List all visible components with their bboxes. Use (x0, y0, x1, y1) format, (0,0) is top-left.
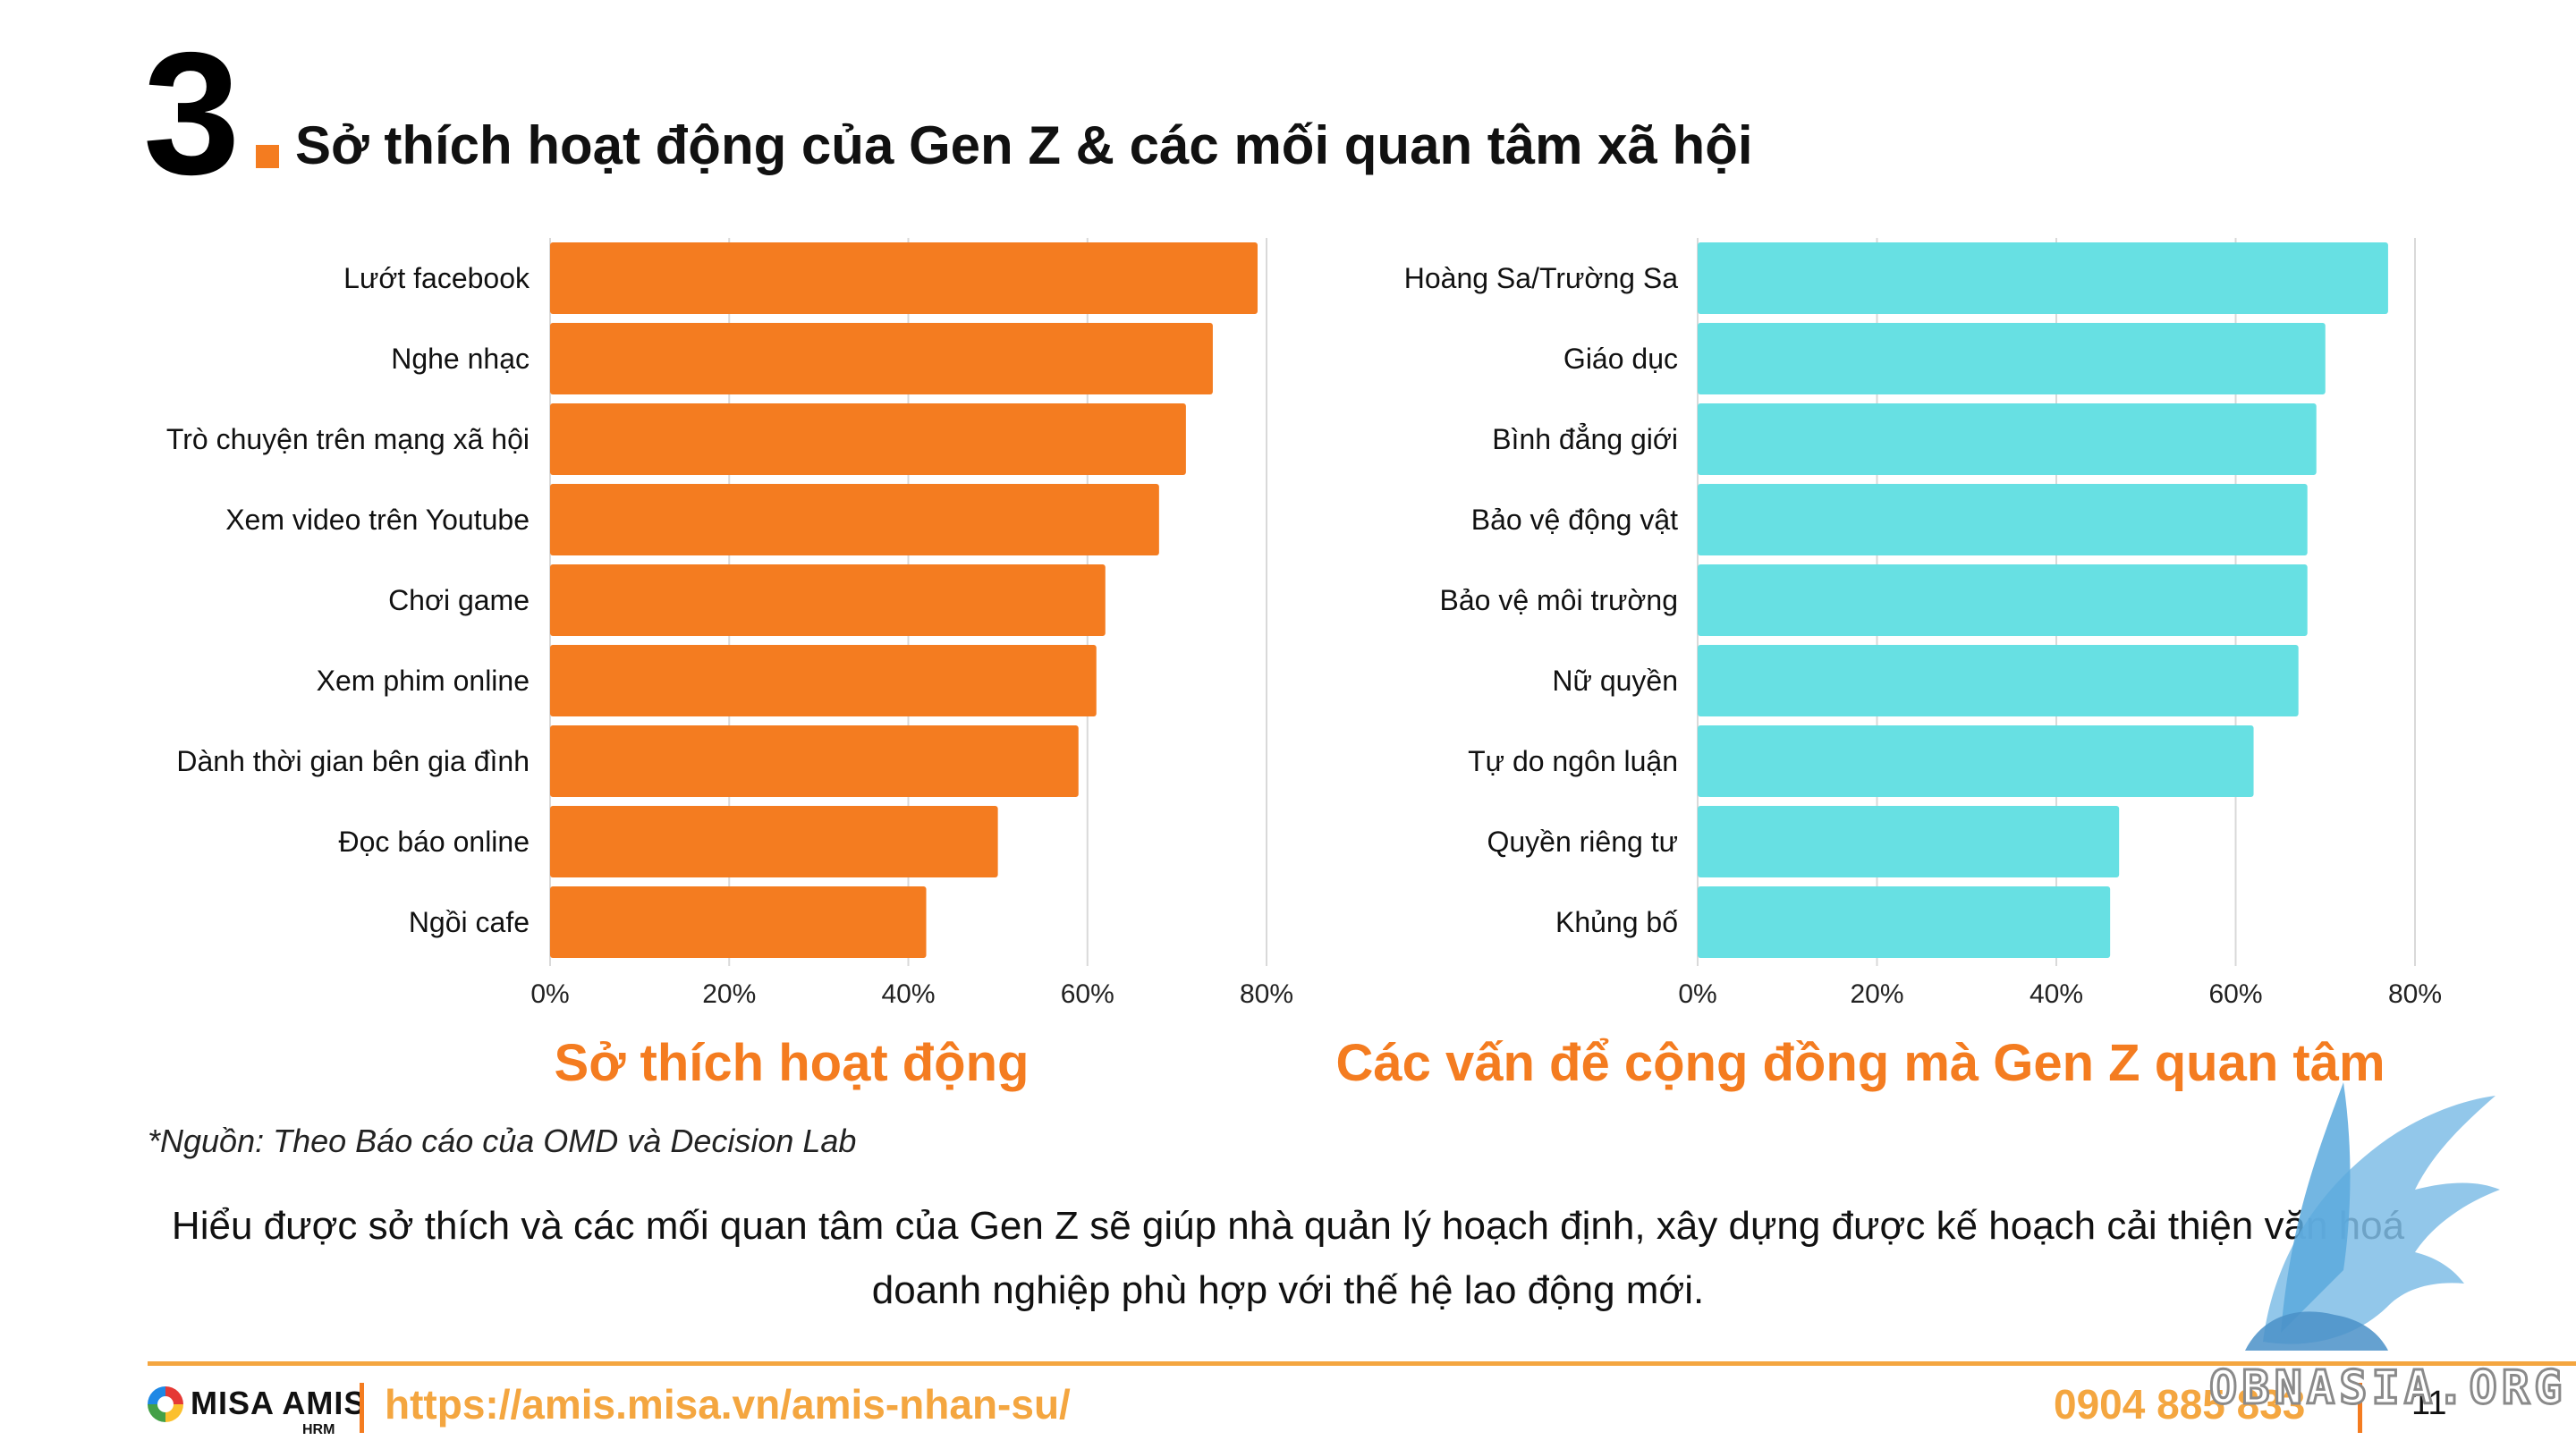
slide-title: Sở thích hoạt động của Gen Z & các mối q… (295, 115, 1753, 175)
footer-divider (148, 1361, 2576, 1366)
activity-category-label: Xem phim online (317, 665, 530, 697)
activity-category-label: Dành thời gian bên gia đình (176, 745, 530, 777)
issue-tick-label: 20% (1850, 979, 1903, 1009)
footer-separator (360, 1383, 364, 1433)
activity-category-label: Chơi game (388, 584, 530, 616)
issue-bar (1698, 806, 2120, 877)
activity-category-label: Xem video trên Youtube (225, 504, 530, 536)
activity-category-label: Ngồi cafe (409, 906, 530, 938)
activity-category-label: Lướt facebook (343, 262, 530, 294)
logo-subtext: HRM (302, 1422, 335, 1437)
activity-tick-label: 80% (1240, 979, 1293, 1009)
slide-number: 3 (143, 16, 241, 211)
issue-category-label: Quyền riêng tư (1487, 826, 1678, 858)
title-accent-square (256, 145, 279, 168)
page-number: 11 (2411, 1385, 2447, 1422)
issue-category-label: Bảo vệ môi trường (1439, 584, 1678, 616)
issue-tick-label: 60% (2208, 979, 2262, 1009)
activity-category-label: Trò chuyện trên mạng xã hội (166, 423, 530, 455)
issue-category-label: Nữ quyền (1552, 665, 1678, 697)
activity-category-label: Đọc báo online (339, 826, 530, 858)
issue-category-label: Khủng bố (1555, 906, 1678, 938)
activity-bar (550, 242, 1258, 314)
watermark-emblem (2245, 1082, 2500, 1351)
issue-tick-label: 40% (2029, 979, 2083, 1009)
issue-category-label: Hoàng Sa/Trường Sa (1404, 262, 1678, 294)
watermark-text: OBNASIA.ORG (2207, 1360, 2567, 1417)
chart-title-activities: Sở thích hoạt động (554, 1034, 1030, 1092)
issue-bar (1698, 403, 2317, 475)
footer-phone: 0904 885 833 (2054, 1381, 2306, 1428)
issue-category-label: Bình đẳng giới (1492, 423, 1678, 455)
activity-category-label: Nghe nhạc (391, 343, 530, 375)
activity-bar (550, 725, 1079, 797)
activity-bar (550, 645, 1097, 716)
logo-text: MISA AMIS (191, 1385, 367, 1421)
footer-separator-right (2358, 1383, 2362, 1433)
issue-tick-label: 0% (1678, 979, 1716, 1009)
issue-bar (1698, 725, 2254, 797)
issue-bar (1698, 564, 2308, 636)
issue-bar (1698, 484, 2308, 555)
activity-bar (550, 403, 1186, 475)
chart-title-community-issues: Các vấn để cộng đồng mà Gen Z quan tâm (1335, 1034, 2385, 1092)
footer-url-link[interactable]: https://amis.misa.vn/amis-nhan-su/ (385, 1381, 1071, 1428)
issue-bar (1698, 886, 2111, 958)
issue-tick-label: 80% (2388, 979, 2442, 1009)
issue-category-label: Bảo vệ động vật (1471, 504, 1678, 536)
misa-logo-icon (148, 1386, 183, 1422)
issue-category-label: Giáo dục (1563, 343, 1678, 375)
activity-tick-label: 40% (881, 979, 935, 1009)
issue-bar (1698, 242, 2388, 314)
activity-bar (550, 886, 927, 958)
activity-tick-label: 0% (530, 979, 569, 1009)
charts-area: 0% 20% 40% 60% 80% Lướt facebook Nghe nhạc Trò … (166, 238, 2442, 1009)
activity-tick-label: 20% (702, 979, 756, 1009)
activity-bar (550, 564, 1106, 636)
source-note: *Nguồn: Theo Báo cáo của OMD và Decision… (148, 1123, 857, 1159)
activity-bar (550, 806, 998, 877)
issue-category-label: Tự do ngôn luận (1468, 745, 1678, 777)
activity-tick-label: 60% (1061, 979, 1114, 1009)
activity-bar (550, 484, 1159, 555)
issue-bar (1698, 323, 2326, 394)
activity-bar (550, 323, 1213, 394)
body-text: Hiểu được sở thích và các mối quan tâm c… (171, 1204, 2405, 1312)
issue-bar (1698, 645, 2299, 716)
